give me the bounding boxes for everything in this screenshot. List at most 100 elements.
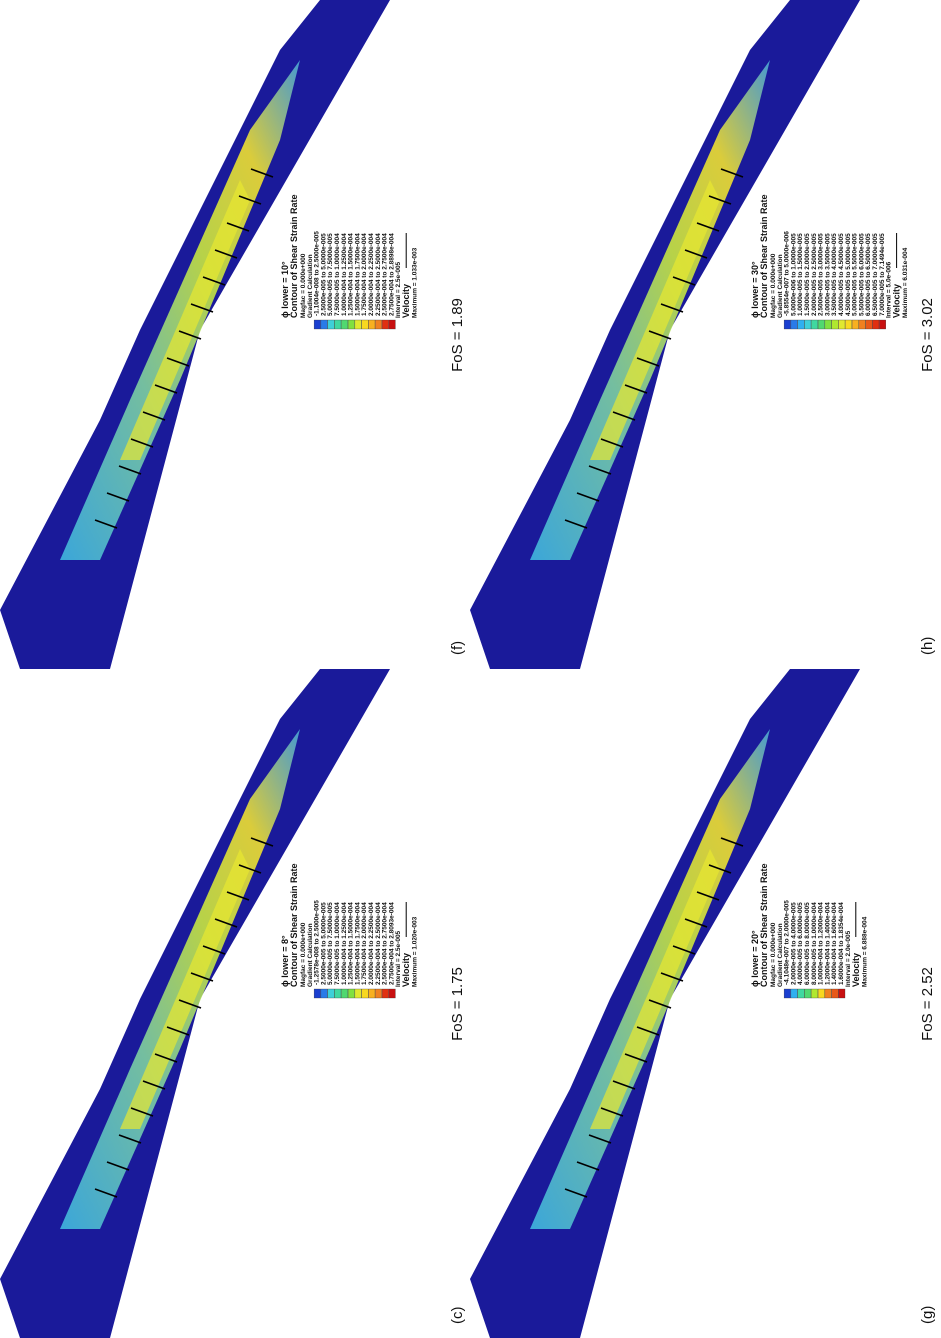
legend-swatch [783, 988, 791, 999]
legend-range: 2.5000e-005 to 5.0000e-005 [320, 233, 327, 316]
velocity-arrow [154, 1053, 178, 1063]
velocity-arrow [238, 864, 262, 874]
legend-velocity: Velocity [401, 284, 411, 318]
velocity-arrow [600, 1107, 624, 1117]
legend-swatch [313, 988, 321, 999]
legend-range: 2.2500e-004 to 2.5000e-004 [375, 233, 382, 316]
legend-range: 7.5000e-005 to 1.0000e-004 [334, 902, 341, 985]
legend-swatch [831, 988, 839, 999]
velocity-arrow [612, 411, 636, 421]
fos-label: FoS = 1.89 [449, 298, 466, 372]
legend-method: Gradient Calculation [307, 923, 314, 987]
legend-magfac: Magfac = 0.000e+000 [300, 253, 307, 318]
legend-swatch [320, 988, 328, 999]
velocity-arrow [684, 918, 708, 928]
velocity-arrow [190, 972, 214, 982]
legend-title: ϕ lower = 8° [280, 935, 290, 987]
legend-swatch [341, 319, 348, 330]
legend-swatch [361, 988, 369, 999]
velocity-arrow [214, 918, 238, 928]
legend-range: 3.5000e-005 to 4.0000e-005 [831, 233, 838, 316]
legend-maximum: Maximum = 6.031e-004 [902, 247, 909, 318]
legend-swatch [381, 988, 389, 999]
legend-range: 1.5000e-004 to 1.7500e-004 [354, 902, 361, 985]
legend-range: 4.0000e-005 to 4.5000e-005 [838, 233, 845, 316]
velocity-arrow [118, 1134, 142, 1144]
velocity-arrow [190, 303, 214, 313]
velocity-arrow [672, 276, 696, 286]
legend-swatch [388, 319, 396, 330]
legend-swatch [811, 988, 818, 999]
velocity-arrow [250, 837, 274, 847]
legend-swatch [313, 319, 321, 330]
legend-range: 6.0000e-005 to 8.0000e-005 [804, 902, 811, 985]
legend-heading: Contour of Shear Strain Rate [289, 863, 299, 987]
legend-swatch [381, 319, 389, 330]
strain-band [60, 60, 300, 560]
legend-swatch [347, 319, 355, 330]
legend-interval: Interval = 5.0e-006 [886, 261, 893, 318]
legend-swatch [872, 319, 880, 330]
velocity-arrow [624, 1053, 648, 1063]
legend-range: 2.5000e-005 to 3.0000e-005 [818, 233, 825, 316]
legend-range: 2.5000e-004 to 2.7500e-004 [382, 233, 389, 316]
legend-swatch [804, 988, 812, 999]
velocity-arrow [660, 972, 684, 982]
legend-swatch [817, 988, 825, 999]
velocity-arrow [130, 1107, 154, 1117]
legend-swatch [334, 319, 342, 330]
legend-range: 1.4000e-004 to 1.6000e-004 [831, 902, 838, 985]
velocity-arrow [612, 1080, 636, 1090]
strain-core [590, 849, 720, 1129]
legend-swatch [334, 988, 342, 999]
legend-range: 3.0000e-005 to 3.5000e-005 [824, 233, 831, 316]
legend-velocity: Velocity [851, 953, 861, 987]
velocity-arrow [250, 168, 274, 178]
legend-range: 1.7500e-004 to 2.0000e-004 [361, 902, 368, 985]
legend-range: 6.5000e-005 to 7.0000e-005 [872, 233, 879, 316]
legend-range: 7.0000e-005 to 7.1494e-005 [879, 233, 886, 316]
legend-swatch [320, 319, 328, 330]
panel-label: (f) [449, 641, 466, 655]
legend-swatch [790, 319, 798, 330]
legend-maximum: Maximum = 1.020e-003 [412, 916, 419, 987]
legend-range: 2.2500e-004 to 2.5000e-004 [375, 902, 382, 985]
velocity-arrow [166, 1026, 190, 1036]
panel-label: (c) [449, 1307, 466, 1325]
velocity-arrow [672, 945, 696, 955]
legend-swatch [824, 319, 832, 330]
legend-range: 2.0000e-004 to 2.2500e-004 [368, 902, 375, 985]
legend-range: 1.0000e-004 to 1.2500e-004 [341, 233, 348, 316]
strain-core [120, 849, 250, 1129]
legend-swatch [845, 319, 852, 330]
legend-range: 4.5000e-005 to 5.0000e-005 [845, 233, 852, 316]
legend-range: 1.0000e-004 to 1.2500e-004 [341, 902, 348, 985]
velocity-arrow [130, 438, 154, 448]
legend-range: -1.1004e-008 to 2.5000e-005 [314, 231, 321, 316]
velocity-arrow [202, 945, 226, 955]
fos-label: FoS = 2.52 [919, 967, 936, 1041]
velocity-arrow [720, 837, 744, 847]
legend-range: 7.5000e-005 to 1.0000e-004 [334, 233, 341, 316]
legend-swatch [368, 319, 376, 330]
strain-band [530, 60, 770, 560]
legend-range: 1.6000e-004 to 1.8354e-004 [838, 902, 845, 985]
legend-range: 1.2500e-004 to 1.5000e-004 [348, 233, 355, 316]
legend-heading: Contour of Shear Strain Rate [759, 194, 769, 318]
legend-range: 1.5000e-005 to 2.0000e-005 [804, 233, 811, 316]
velocity-arrow [106, 1161, 130, 1171]
legend-swatch [354, 319, 362, 330]
velocity-arrow [588, 465, 612, 475]
velocity-arrow [106, 492, 130, 502]
legend-swatch [879, 319, 886, 330]
velocity-arrow [636, 1026, 660, 1036]
legend-maximum: Maximum = 1.033e-003 [412, 247, 419, 318]
velocity-arrow [696, 222, 720, 232]
legend-range: 1.2500e-004 to 1.5000e-004 [348, 902, 355, 985]
legend-range: 2.7500e-004 to 2.8898e-004 [388, 233, 395, 316]
legend-swatch [347, 988, 355, 999]
legend-swatch [865, 319, 873, 330]
legend-swatch [790, 988, 798, 999]
